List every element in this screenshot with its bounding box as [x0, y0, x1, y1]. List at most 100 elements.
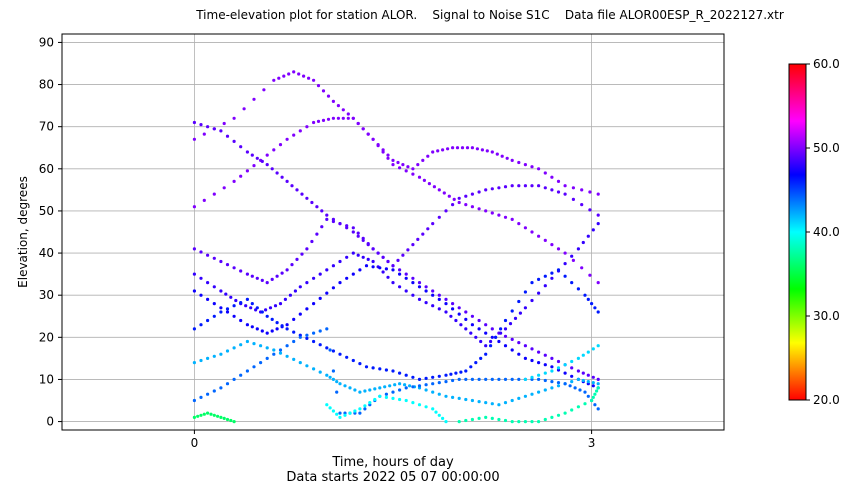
data-point [202, 412, 206, 416]
data-point [345, 255, 349, 259]
data-point [416, 163, 420, 167]
data-point [312, 339, 316, 344]
data-point [250, 274, 254, 278]
data-point [225, 263, 230, 267]
data-point [386, 275, 390, 279]
data-point [543, 284, 547, 288]
data-point [543, 371, 547, 375]
data-point [510, 217, 514, 221]
data-point [298, 285, 302, 289]
data-point [292, 70, 296, 74]
data-point [212, 192, 216, 196]
data-point [431, 375, 435, 379]
data-point [270, 277, 274, 281]
data-point [265, 331, 269, 335]
data-point [424, 405, 428, 409]
data-point [596, 382, 600, 386]
data-point [479, 339, 483, 344]
data-point [470, 377, 474, 381]
data-point [431, 382, 435, 386]
data-point [305, 281, 309, 285]
data-point [373, 387, 377, 391]
data-point [265, 281, 269, 285]
data-point [404, 373, 408, 377]
data-point [537, 361, 541, 365]
data-point [260, 159, 264, 163]
data-point [351, 230, 355, 234]
data-point [422, 178, 426, 182]
data-point [457, 396, 461, 400]
data-point [593, 306, 597, 310]
colorbar [788, 63, 807, 401]
data-point [576, 247, 581, 251]
data-point [376, 143, 380, 147]
data-point [530, 420, 534, 424]
data-point [216, 414, 220, 418]
data-point [206, 318, 210, 323]
data-point [563, 262, 567, 266]
data-point [336, 116, 340, 120]
data-point [570, 374, 574, 378]
data-point [480, 148, 484, 152]
data-point [305, 364, 309, 368]
data-point [550, 386, 554, 390]
data-point [312, 276, 316, 280]
data-point [543, 186, 547, 190]
data-point [444, 302, 448, 306]
satellite-track [192, 411, 236, 424]
data-point [457, 312, 461, 316]
data-point [404, 169, 408, 173]
data-point [351, 251, 355, 255]
data-point [556, 268, 561, 272]
data-point [285, 344, 289, 348]
data-point [398, 268, 402, 272]
data-point [386, 153, 390, 157]
data-point [250, 153, 254, 157]
data-point [457, 420, 461, 424]
data-point [581, 353, 585, 357]
data-point [250, 325, 254, 329]
data-point [517, 341, 521, 345]
data-point [404, 386, 408, 390]
data-point [384, 395, 388, 399]
data-point [391, 264, 395, 268]
data-point [219, 352, 223, 356]
data-point [490, 187, 494, 191]
data-point [202, 198, 206, 202]
data-point [563, 382, 567, 386]
data-point [556, 381, 561, 385]
data-point [596, 222, 600, 226]
data-point [297, 72, 301, 76]
data-point [530, 184, 534, 188]
data-point [255, 306, 259, 310]
data-point [325, 213, 329, 217]
data-point [530, 165, 534, 169]
data-point [543, 363, 547, 367]
data-point [457, 306, 461, 310]
data-point [272, 148, 276, 152]
data-point [373, 397, 377, 402]
data-point [563, 274, 567, 278]
data-point [206, 411, 210, 415]
data-point [312, 331, 316, 335]
data-point [312, 78, 316, 82]
data-point [298, 361, 302, 365]
data-point [232, 304, 236, 308]
data-point [272, 348, 276, 352]
data-point [510, 377, 514, 381]
data-point [219, 415, 223, 419]
satellite-track [192, 327, 600, 415]
colorbar-tick-label: 40.0 [813, 225, 840, 239]
data-point [556, 384, 561, 388]
data-point [588, 273, 592, 277]
data-point [581, 240, 585, 245]
data-point [591, 381, 595, 385]
data-point [474, 335, 478, 339]
data-point [583, 402, 587, 406]
data-point [543, 417, 547, 422]
data-point [199, 395, 203, 399]
data-point [424, 285, 428, 289]
data-point [278, 143, 283, 147]
data-point [523, 377, 528, 381]
data-point [245, 323, 249, 327]
